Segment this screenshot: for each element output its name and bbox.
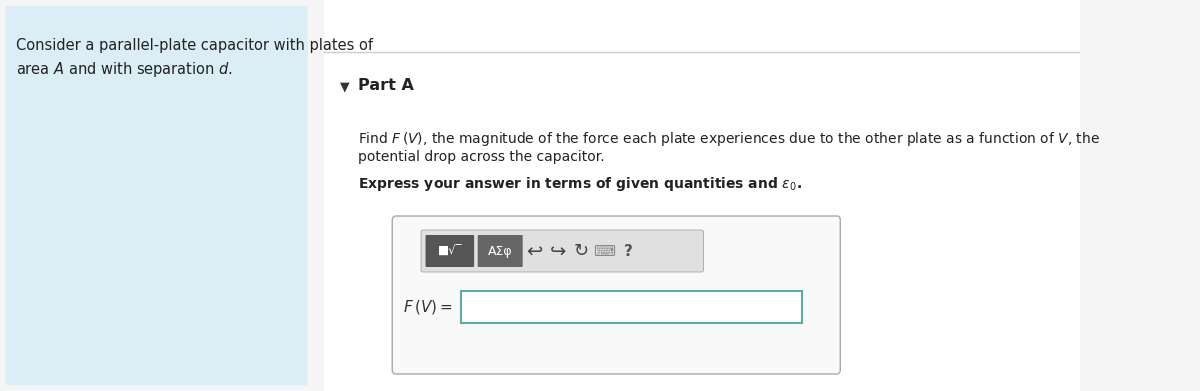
Text: Express your answer in terms of given quantities and $\epsilon_0$.: Express your answer in terms of given qu…	[358, 175, 802, 193]
Text: ■√‾: ■√‾	[438, 244, 462, 258]
FancyBboxPatch shape	[421, 230, 703, 272]
Text: ↪: ↪	[550, 242, 566, 260]
Text: ▼: ▼	[340, 80, 349, 93]
FancyBboxPatch shape	[426, 235, 474, 267]
FancyBboxPatch shape	[478, 235, 523, 267]
Text: ⌨: ⌨	[594, 244, 616, 258]
Text: ?: ?	[624, 244, 632, 258]
FancyBboxPatch shape	[324, 0, 1080, 391]
Text: ↩: ↩	[527, 242, 542, 260]
Text: potential drop across the capacitor.: potential drop across the capacitor.	[358, 150, 605, 164]
Text: Find $F\,(V)$, the magnitude of the force each plate experiences due to the othe: Find $F\,(V)$, the magnitude of the forc…	[358, 130, 1100, 148]
FancyBboxPatch shape	[5, 6, 307, 385]
Text: $F\,(V) =$: $F\,(V) =$	[403, 298, 452, 316]
Text: Part A: Part A	[358, 78, 414, 93]
Text: Consider a parallel-plate capacitor with plates of
area $A$ and with separation : Consider a parallel-plate capacitor with…	[16, 38, 373, 79]
Text: ΑΣφ: ΑΣφ	[488, 244, 512, 258]
Text: ↻: ↻	[574, 242, 589, 260]
FancyBboxPatch shape	[392, 216, 840, 374]
FancyBboxPatch shape	[461, 291, 803, 323]
